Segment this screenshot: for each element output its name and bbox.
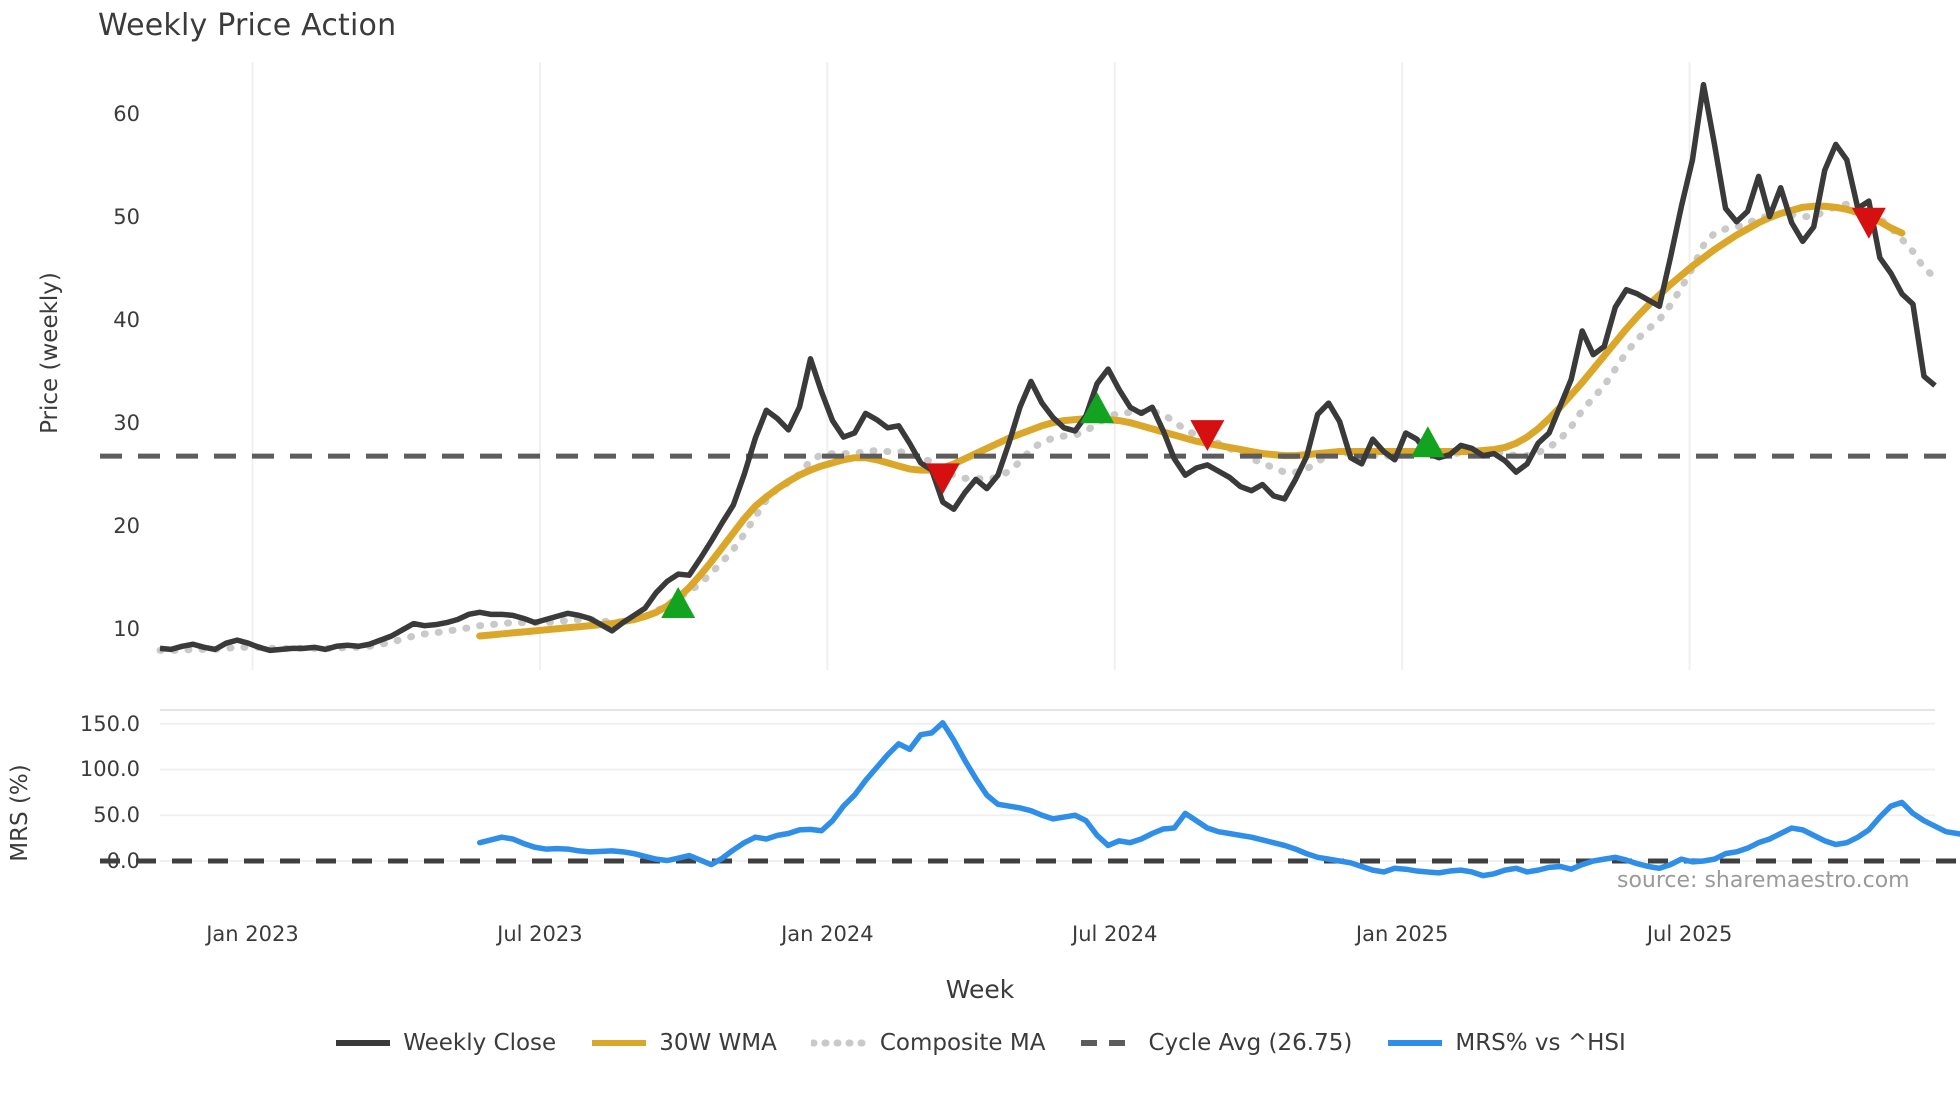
legend-label-0: Weekly Close — [403, 1030, 557, 1056]
mrs-y-tick-2: 50.0 — [93, 803, 140, 828]
legend-item-4[interactable]: MRS% vs ^HSI — [1386, 1030, 1626, 1056]
source-watermark: source: sharemaestro.com — [1617, 868, 1910, 893]
x-tick-3: Jul 2024 — [1072, 922, 1158, 946]
legend-item-2[interactable]: Composite MA — [810, 1030, 1046, 1056]
legend-label-1: 30W WMA — [659, 1030, 777, 1056]
x-tick-0: Jan 2023 — [206, 922, 299, 946]
weekly-close-line — [159, 81, 1937, 654]
mrs-line — [476, 720, 1960, 879]
legend-label-2: Composite MA — [879, 1030, 1046, 1056]
chart-legend: Weekly Close 30W WMA Composite MA Cycle Avg… — [0, 1030, 1960, 1056]
x-tick-5: Jul 2025 — [1646, 922, 1733, 946]
legend-item-3[interactable]: Cycle Avg (26.75) — [1079, 1030, 1352, 1056]
price-y-tick-5: 10 — [113, 616, 140, 641]
price-y-tick-3: 30 — [113, 410, 140, 435]
page-title: Weekly Price Action — [98, 8, 397, 43]
legend-swatch-solid-icon — [592, 1040, 647, 1046]
composite-ma-line — [156, 200, 1939, 654]
legend-label-3: Cycle Avg (26.75) — [1148, 1030, 1353, 1056]
x-axis-label: Week — [945, 975, 1015, 1004]
legend-swatch-dashed-icon — [1081, 1040, 1136, 1046]
buy-marker-4 — [1410, 426, 1445, 458]
sell-marker-3 — [1190, 420, 1225, 452]
price-y-tick-2: 40 — [113, 307, 140, 332]
sell-marker-5 — [1851, 207, 1886, 239]
x-tick-1: Jul 2023 — [497, 922, 583, 946]
buy-marker-2 — [1080, 392, 1115, 424]
mrs-y-tick-1: 100.0 — [79, 757, 140, 782]
price-y-tick-4: 20 — [113, 513, 140, 538]
price-y-tick-1: 50 — [113, 204, 140, 229]
sell-marker-1 — [925, 463, 960, 495]
legend-item-0[interactable]: Weekly Close — [334, 1030, 556, 1056]
x-tick-4: Jan 2025 — [1355, 922, 1449, 946]
x-tick-2: Jan 2024 — [781, 922, 874, 946]
legend-swatch-dotted-icon — [810, 1039, 869, 1047]
buy-marker-0 — [661, 587, 696, 618]
price-y-tick-0: 60 — [113, 101, 140, 126]
legend-swatch-solid-icon — [336, 1040, 391, 1046]
legend-swatch-solid-icon — [1388, 1040, 1443, 1046]
legend-label-4: MRS% vs ^HSI — [1455, 1030, 1626, 1056]
legend-item-1[interactable]: 30W WMA — [590, 1030, 777, 1056]
mrs-y-tick-0: 150.0 — [79, 711, 140, 736]
